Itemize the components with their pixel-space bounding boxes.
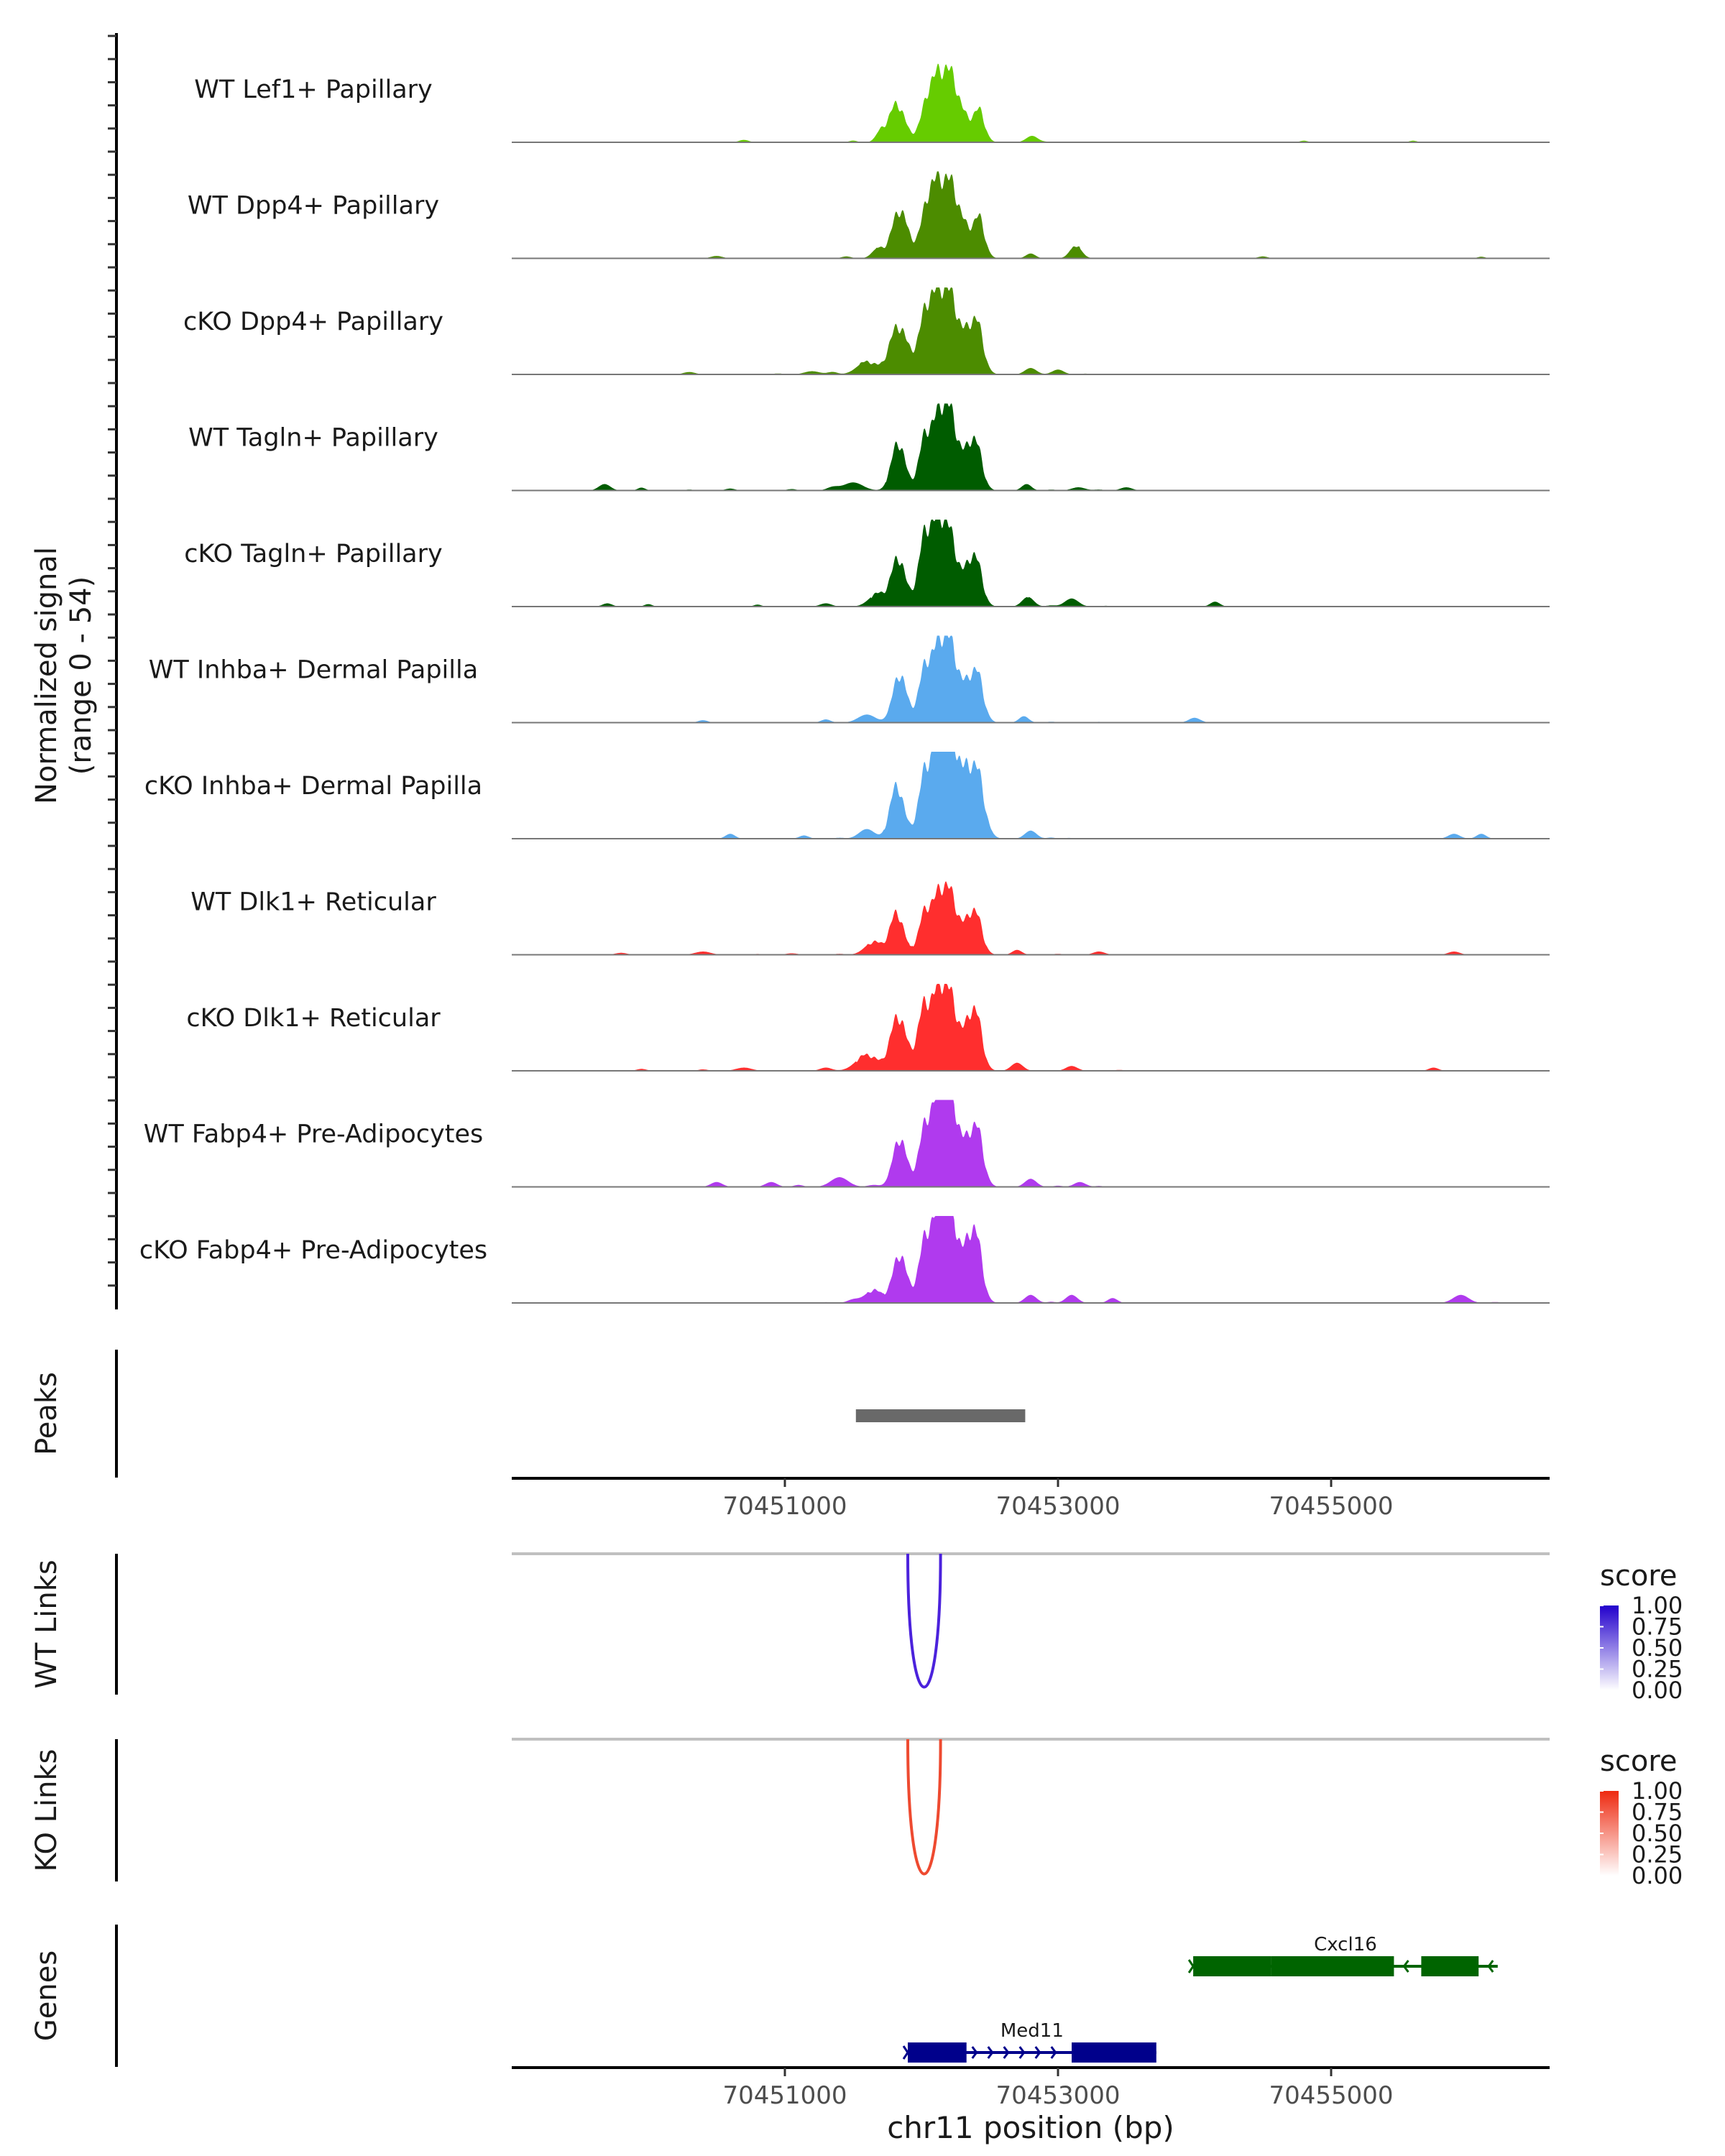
peaks-label: Peaks (30, 1372, 63, 1455)
strand-chevron (987, 2046, 994, 2059)
coverage-area (512, 635, 1550, 723)
legend-tick-label: 0.75 (1632, 1613, 1683, 1641)
coverage-track: cKO Inhba+ Dermal Papilla (144, 752, 1550, 839)
link-arc (906, 1553, 942, 1689)
genes-label: Genes (30, 1950, 63, 2041)
y-axis-label: Normalized signal (30, 547, 63, 804)
coverage-track: WT Fabp4+ Pre-Adipocytes (144, 1100, 1550, 1188)
gene-start-marker (1187, 1959, 1199, 1973)
strand-chevron (1487, 1960, 1494, 1973)
x-tick-label: 70451000 (722, 2081, 847, 2110)
coverage-area (512, 1216, 1550, 1303)
legend-title: score (1600, 1560, 1677, 1593)
strand-chevron (971, 2046, 978, 2059)
coverage-area (512, 403, 1550, 491)
gene-name: Med11 (1000, 2020, 1064, 2042)
coverage-track: WT Dpp4+ Papillary (188, 171, 1550, 259)
genes-track: Genes Cxcl16 Med11 70451000 70453000 70455000 (30, 1925, 1550, 2110)
legend-tick-label: 1.00 (1632, 1592, 1683, 1619)
strand-chevron (1018, 2046, 1026, 2059)
legend-tick-label: 0.00 (1632, 1677, 1683, 1704)
x-tick-label: 70455000 (1269, 2081, 1393, 2110)
track-label: WT Fabp4+ Pre-Adipocytes (144, 1120, 483, 1149)
x-axis-label: chr11 position (bp) (887, 2110, 1174, 2145)
gene-exon (1072, 2042, 1156, 2063)
legend-title: score (1600, 1745, 1677, 1778)
coverage-area (512, 520, 1550, 607)
track-label: cKO Fabp4+ Pre-Adipocytes (139, 1236, 487, 1265)
coverage-tracks: WT Lef1+ Papillary WT Dpp4+ Papillary cKO … (139, 63, 1550, 1304)
links-label: WT Links (30, 1560, 63, 1688)
x-tick-label: 70453000 (995, 1492, 1120, 1521)
legend-tick-label: 0.25 (1632, 1841, 1683, 1869)
strand-chevron (1003, 2046, 1010, 2059)
coverage-track: WT Lef1+ Papillary (194, 63, 1550, 143)
strand-chevron (1050, 2046, 1057, 2059)
coverage-area (512, 1100, 1550, 1187)
track-label: WT Dpp4+ Papillary (188, 192, 439, 221)
coverage-area (512, 752, 1550, 839)
coverage-area (512, 984, 1550, 1071)
legend-tick-label: 0.50 (1632, 1634, 1683, 1662)
coverage-track: cKO Dlk1+ Reticular (186, 984, 1550, 1072)
peaks-track: Peaks 70451000 70453000 70455000 (30, 1350, 1550, 1521)
track-label: WT Tagln+ Papillary (188, 424, 438, 453)
gene-exon (908, 2042, 967, 2063)
gene: Cxcl16 (1187, 1934, 1498, 1976)
x-tick-label: 70451000 (722, 1492, 847, 1521)
gene-name: Cxcl16 (1314, 1934, 1377, 1955)
legend-tick-label: 0.50 (1632, 1820, 1683, 1847)
x-tick-label: 70455000 (1269, 1492, 1393, 1521)
gene: Med11 (902, 2020, 1156, 2063)
track-label: cKO Inhba+ Dermal Papilla (144, 772, 482, 801)
coverage-track: cKO Dpp4+ Papillary (183, 287, 1550, 375)
legend-tick-label: 0.25 (1632, 1656, 1683, 1683)
track-label: cKO Dpp4+ Papillary (183, 308, 443, 336)
gene-exon (1421, 1956, 1479, 1976)
legend-tick-label: 1.00 (1632, 1777, 1683, 1805)
coverage-track: WT Inhba+ Dermal Papilla (149, 635, 1550, 724)
coverage-area (512, 287, 1550, 374)
coverage-area (512, 171, 1550, 259)
track-label: cKO Dlk1+ Reticular (186, 1004, 441, 1033)
strand-chevron (1034, 2046, 1041, 2059)
links-label: KO Links (30, 1749, 63, 1872)
gene-start-marker (902, 2045, 914, 2060)
legend-tick-label: 0.75 (1632, 1799, 1683, 1826)
track-label: WT Inhba+ Dermal Papilla (149, 656, 478, 685)
coverage-track: WT Dlk1+ Reticular (190, 881, 1550, 956)
track-label: WT Dlk1+ Reticular (190, 888, 436, 917)
coverage-area (512, 63, 1550, 142)
link-arc (906, 1738, 942, 1876)
legend-tick-label: 0.00 (1632, 1862, 1683, 1889)
gene-exon (1193, 1956, 1271, 1976)
track-label: cKO Tagln+ Papillary (184, 540, 443, 568)
x-tick-label: 70453000 (995, 2081, 1120, 2110)
coverage-track: WT Tagln+ Papillary (188, 403, 1550, 492)
strand-chevron (1402, 1960, 1409, 1973)
coverage-track: cKO Tagln+ Papillary (184, 520, 1550, 607)
peak-region (855, 1409, 1026, 1422)
coverage-y-axis (108, 33, 118, 1309)
gene-exon (1271, 1956, 1394, 1976)
y-axis-range-label: (range 0 - 54) (65, 576, 98, 775)
coverage-track: cKO Fabp4+ Pre-Adipocytes (139, 1216, 1550, 1304)
track-label: WT Lef1+ Papillary (194, 75, 433, 104)
coverage-area (512, 881, 1550, 955)
